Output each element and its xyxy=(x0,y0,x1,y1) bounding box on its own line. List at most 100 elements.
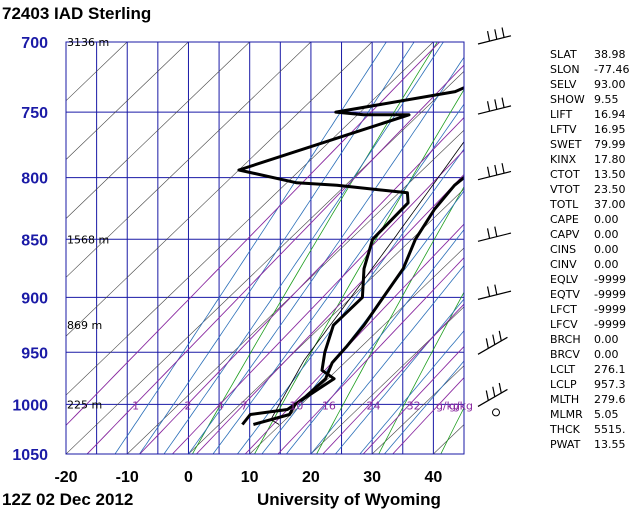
wind-barb xyxy=(477,163,512,181)
index-value: 79.99 xyxy=(594,138,626,151)
isotherm-line xyxy=(66,70,464,454)
moist-adiabat xyxy=(335,298,464,454)
index-value: -9999 xyxy=(594,318,626,331)
wind-barb xyxy=(477,27,512,45)
x-tick-label: 10 xyxy=(241,469,259,486)
wind-barb xyxy=(477,330,508,355)
index-key: BRCV xyxy=(550,348,580,361)
parcel-path xyxy=(270,141,464,425)
index-value: 279.6 xyxy=(594,393,626,406)
mixing-ratio-unit: g/kg xyxy=(449,399,473,412)
x-tick-label: 20 xyxy=(302,469,320,486)
index-key: SLON xyxy=(550,63,580,76)
isotherm-line xyxy=(66,42,373,337)
height-label: 225 m xyxy=(67,398,102,411)
index-key: SELV xyxy=(550,78,577,91)
index-value: -77.46 xyxy=(594,63,630,76)
index-key: THCK xyxy=(550,423,580,436)
x-tick-label: -10 xyxy=(116,469,139,486)
index-value: 9.55 xyxy=(594,93,619,106)
index-key: BRCH xyxy=(550,333,581,346)
mixing-ratio-label: 4 xyxy=(217,399,224,412)
station-title: 72403 IAD Sterling xyxy=(2,4,152,23)
x-tick-label: -20 xyxy=(54,469,77,486)
moist-adiabat xyxy=(359,330,464,454)
y-tick-label: 700 xyxy=(21,35,48,52)
index-key: TOTL xyxy=(550,198,579,211)
plot-frame xyxy=(65,41,465,455)
isotherm-line xyxy=(126,129,464,454)
index-key: CAPV xyxy=(550,228,580,241)
mixing-ratio-label: 10 xyxy=(289,399,303,412)
data-source: University of Wyoming xyxy=(257,490,441,509)
index-key: CAPE xyxy=(550,213,579,226)
index-key: LFTV xyxy=(550,123,577,136)
index-key: MLTH xyxy=(550,393,580,406)
moist-adiabat xyxy=(384,360,464,454)
dry-adiabat xyxy=(316,185,464,454)
index-value: 0.00 xyxy=(594,258,619,271)
y-tick-label: 750 xyxy=(21,105,48,122)
index-key: LIFT xyxy=(550,108,573,121)
index-key: MLMR xyxy=(550,408,583,421)
moist-adiabat xyxy=(237,148,464,454)
isotherm-line xyxy=(66,42,250,219)
index-value: 0.00 xyxy=(594,243,619,256)
index-value: 0.00 xyxy=(594,228,619,241)
index-value: 5515. xyxy=(594,423,626,436)
index-key: EQLV xyxy=(550,273,579,286)
index-value: 0.00 xyxy=(594,333,619,346)
index-value: 16.94 xyxy=(594,108,626,121)
moist-adiabat xyxy=(139,42,415,454)
index-value: 5.05 xyxy=(594,408,619,421)
y-tick-label: 950 xyxy=(21,345,48,362)
mixing-ratio-line xyxy=(392,376,464,454)
mixing-ratio-line xyxy=(322,303,464,454)
index-value: -9999 xyxy=(594,288,626,301)
height-label: 1568 m xyxy=(67,233,109,246)
mixing-ratio-label: 7 xyxy=(241,399,248,412)
x-tick-label: 30 xyxy=(363,469,381,486)
index-value: 37.00 xyxy=(594,198,626,211)
mixing-ratio-line xyxy=(86,64,464,454)
isotherm-line xyxy=(0,42,5,454)
index-key: LFCT xyxy=(550,303,577,316)
wind-barb xyxy=(477,97,512,115)
mixing-ratio-label: 1 xyxy=(132,399,139,412)
mixing-ratio-line xyxy=(196,173,464,454)
dry-adiabat xyxy=(627,42,640,454)
index-value: -9999 xyxy=(594,273,626,286)
wind-barb xyxy=(477,284,512,300)
index-value: 17.80 xyxy=(594,153,626,166)
temperature-profile-line xyxy=(252,175,464,426)
height-label: 869 m xyxy=(67,319,102,332)
index-key: CINV xyxy=(550,258,577,271)
mixing-ratio-label: g/kg xyxy=(436,399,460,412)
index-key: SLAT xyxy=(550,48,577,61)
mixing-ratio-label: 24 xyxy=(366,399,380,412)
index-value: 93.00 xyxy=(594,78,626,91)
isotherm-line xyxy=(66,42,312,278)
y-tick-label: 900 xyxy=(21,290,48,307)
wind-barb xyxy=(477,382,508,417)
mixing-ratio-line xyxy=(244,223,464,454)
index-value: 13.50 xyxy=(594,168,626,181)
index-value: 276.1 xyxy=(594,363,626,376)
moist-adiabat xyxy=(188,56,464,454)
index-key: LCLT xyxy=(550,363,576,376)
mixing-ratio-line xyxy=(277,256,464,454)
index-key: KINX xyxy=(550,153,577,166)
mixing-ratio-label: 2 xyxy=(184,399,191,412)
y-tick-label: 1000 xyxy=(12,397,48,414)
index-key: CINS xyxy=(550,243,577,256)
moist-adiabat xyxy=(163,42,444,454)
mixing-ratio-line xyxy=(172,149,464,454)
index-value: 13.55 xyxy=(594,438,626,451)
x-tick-label: 40 xyxy=(424,469,442,486)
index-key: SWET xyxy=(550,138,582,151)
index-value: 38.98 xyxy=(594,48,626,61)
moist-adiabat xyxy=(212,103,464,454)
index-key: VTOT xyxy=(550,183,580,196)
isotherm-line xyxy=(66,42,189,161)
